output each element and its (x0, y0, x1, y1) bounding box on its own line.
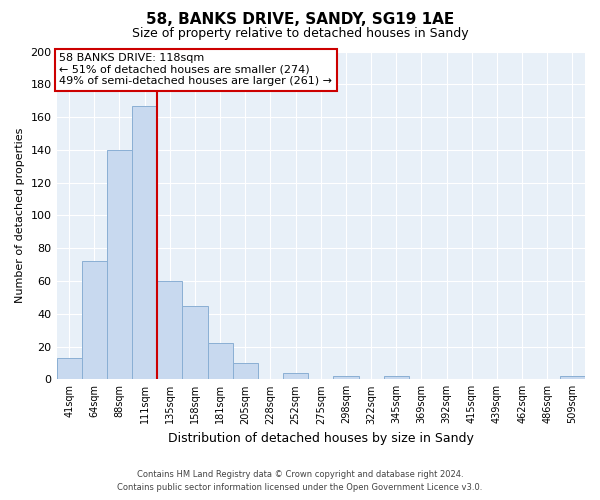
Bar (182, 306, 208, 380)
Bar (157, 281, 182, 380)
Text: 58, BANKS DRIVE, SANDY, SG19 1AE: 58, BANKS DRIVE, SANDY, SG19 1AE (146, 12, 454, 28)
X-axis label: Distribution of detached houses by size in Sandy: Distribution of detached houses by size … (168, 432, 474, 445)
Bar (82, 262, 107, 380)
Text: 58 BANKS DRIVE: 118sqm
← 51% of detached houses are smaller (274)
49% of semi-de: 58 BANKS DRIVE: 118sqm ← 51% of detached… (59, 53, 332, 86)
Bar (334, 376, 359, 380)
Y-axis label: Number of detached properties: Number of detached properties (15, 128, 25, 303)
Bar (56, 358, 82, 380)
Bar (208, 343, 233, 380)
Bar (107, 150, 132, 380)
Bar (560, 376, 585, 380)
Text: Size of property relative to detached houses in Sandy: Size of property relative to detached ho… (131, 28, 469, 40)
Bar (132, 106, 157, 380)
Bar (383, 376, 409, 380)
Text: Contains HM Land Registry data © Crown copyright and database right 2024.
Contai: Contains HM Land Registry data © Crown c… (118, 470, 482, 492)
Bar (283, 372, 308, 380)
Bar (233, 363, 258, 380)
